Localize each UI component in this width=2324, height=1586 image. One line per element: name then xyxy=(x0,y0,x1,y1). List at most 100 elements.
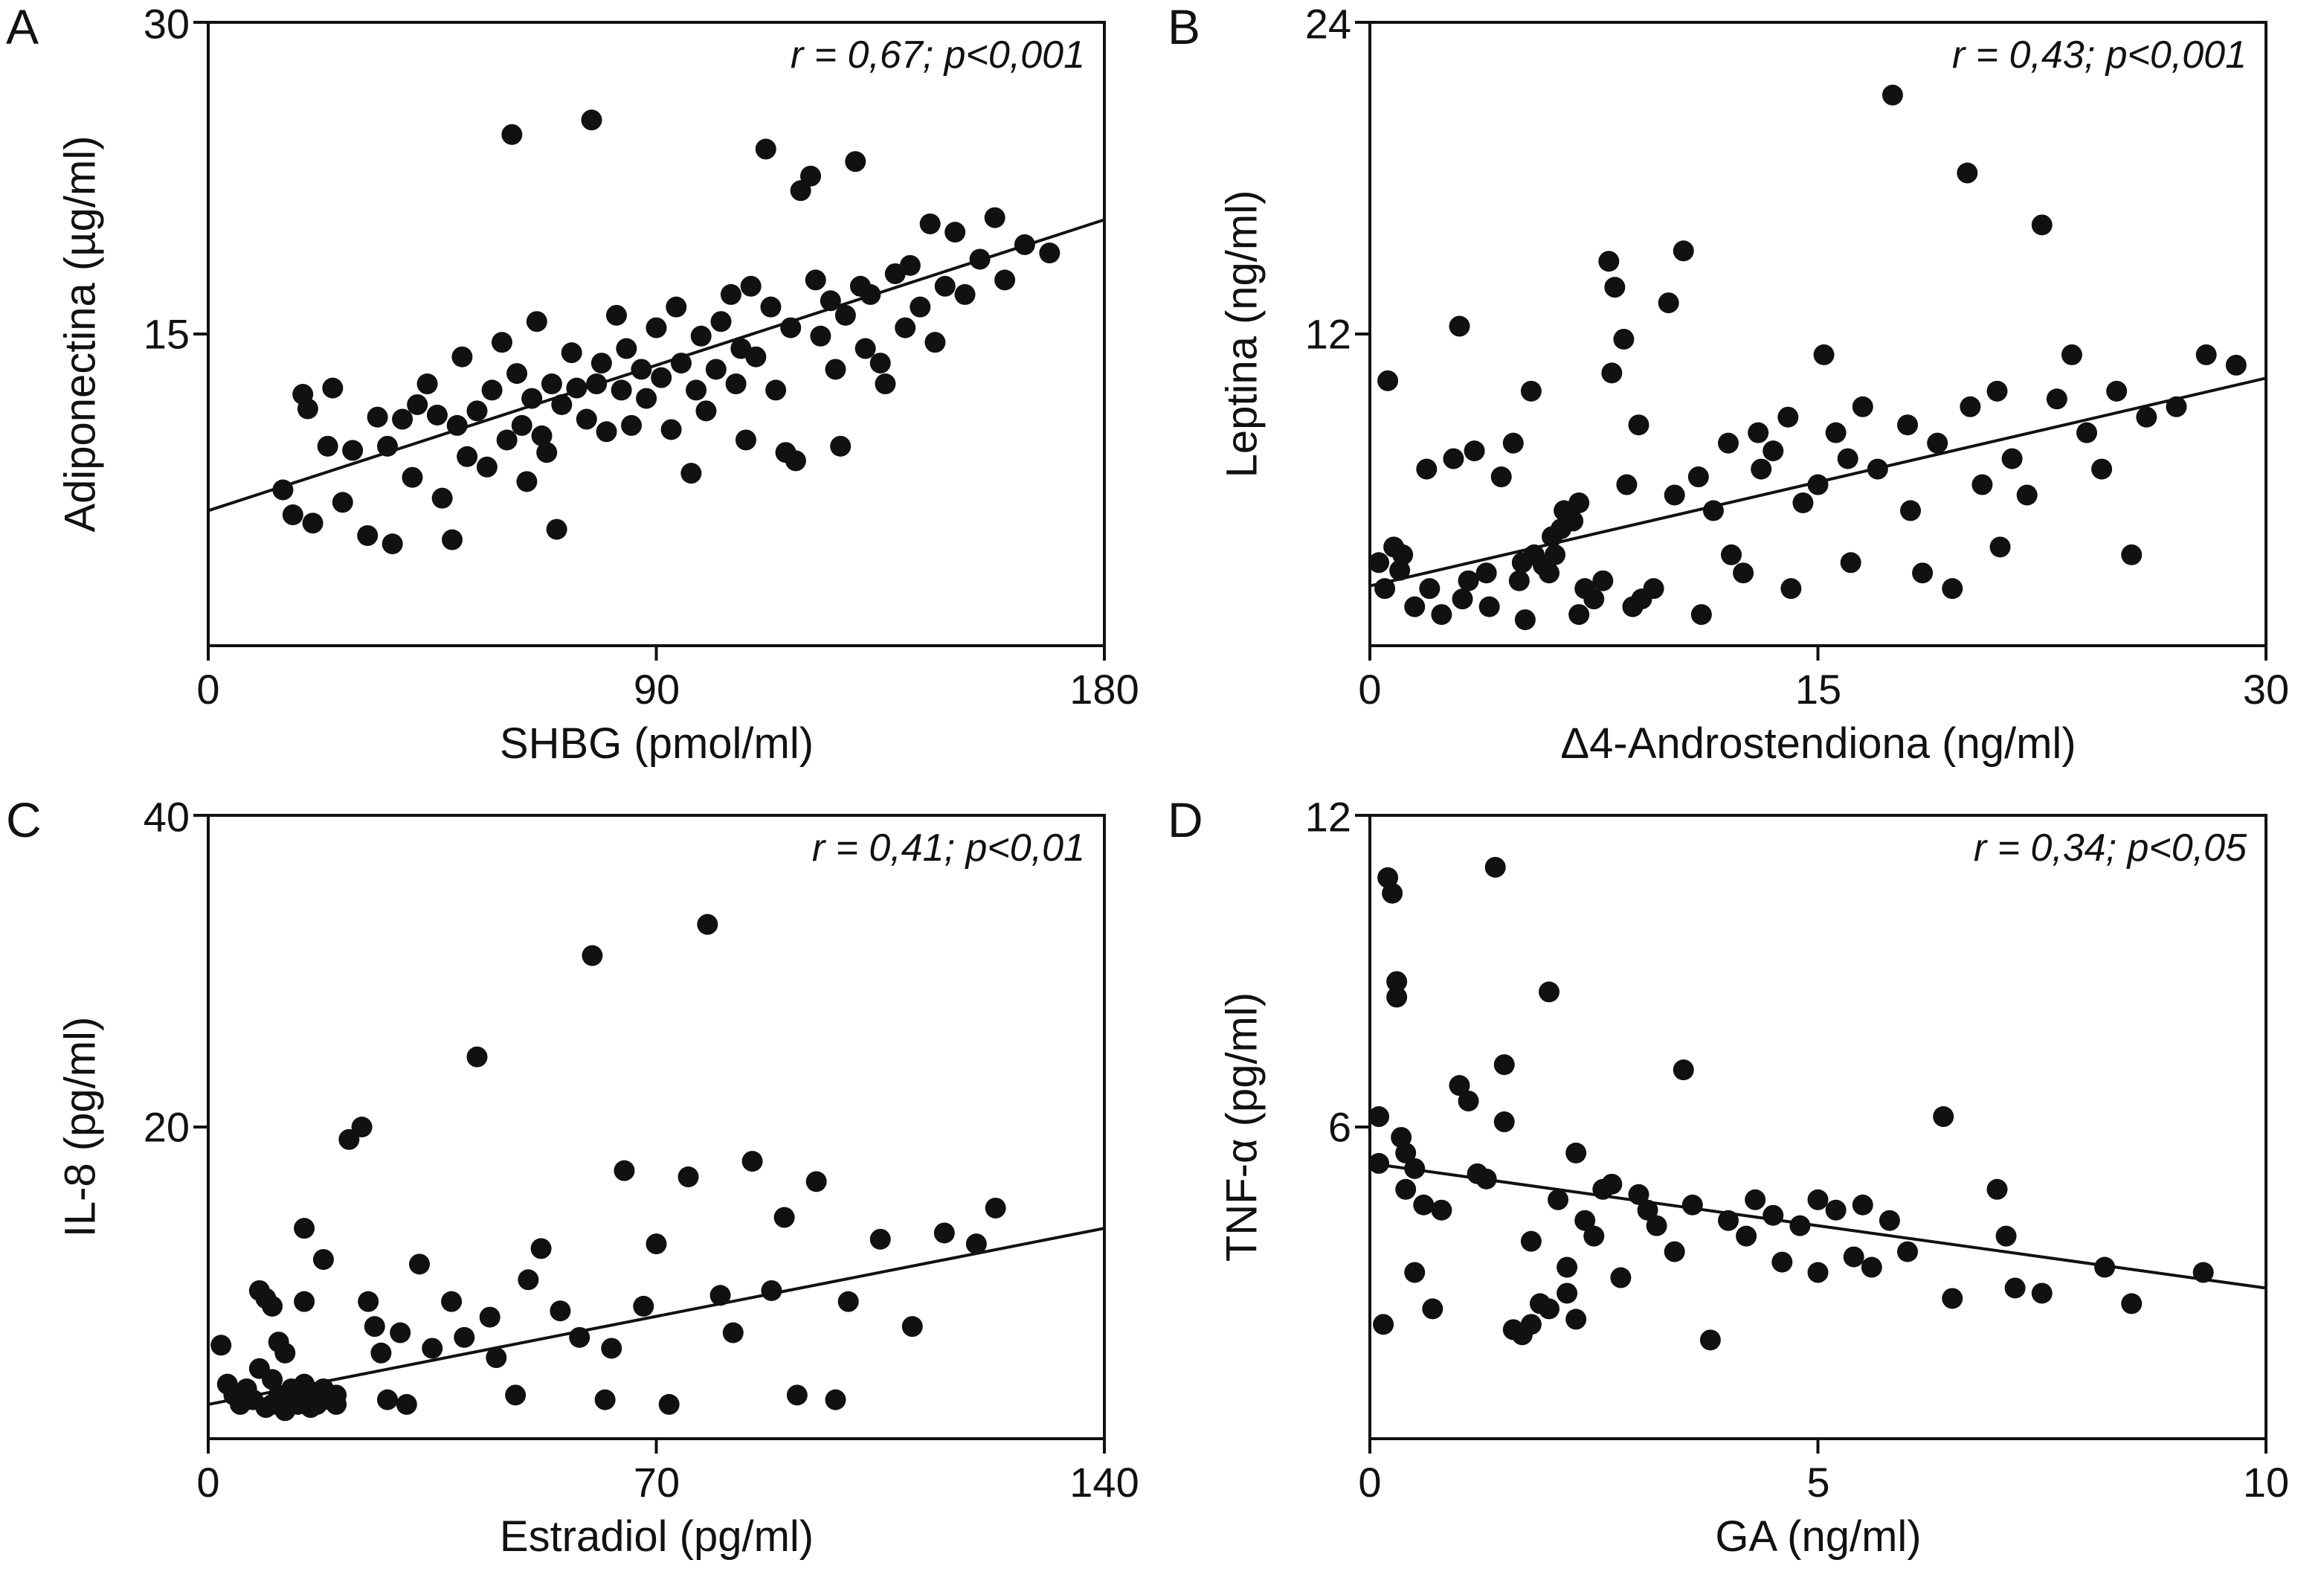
data-point xyxy=(390,1322,411,1343)
data-point xyxy=(1395,1178,1417,1200)
data-point xyxy=(1601,362,1623,384)
correlation-stats: r = 0,43; p<0,001 xyxy=(1951,33,2247,77)
data-point xyxy=(1825,1199,1847,1221)
data-point xyxy=(476,456,498,478)
x-axis-title: Δ4-Androstendiona (ng/ml) xyxy=(1560,719,2076,768)
x-tick-label-mid: 90 xyxy=(633,666,680,713)
data-point xyxy=(1807,474,1829,495)
data-point xyxy=(825,1389,846,1410)
data-point xyxy=(1368,1106,1390,1128)
data-point xyxy=(1897,414,1918,436)
data-point xyxy=(1763,440,1784,462)
data-point xyxy=(869,353,891,374)
data-point xyxy=(773,1207,795,1228)
data-point xyxy=(2001,448,2023,469)
data-point xyxy=(1721,544,1742,565)
data-point xyxy=(1673,240,1694,262)
plot-area: r = 0,67; p<0,001 xyxy=(193,21,1106,661)
data-point xyxy=(392,408,413,430)
data-point xyxy=(1557,1282,1578,1304)
data-point xyxy=(854,338,876,359)
data-point xyxy=(1986,380,2008,402)
data-point xyxy=(2061,344,2082,365)
data-point xyxy=(505,1384,527,1406)
data-point xyxy=(805,1171,827,1192)
data-point xyxy=(1792,492,1814,513)
data-point xyxy=(407,394,428,415)
data-point xyxy=(2192,1262,2214,1283)
data-point xyxy=(1664,1241,1685,1262)
data-point xyxy=(364,1316,385,1338)
data-point xyxy=(351,1117,373,1137)
data-point xyxy=(1789,1215,1811,1236)
data-point xyxy=(551,394,573,415)
data-point xyxy=(262,1369,283,1390)
data-point xyxy=(2166,396,2187,417)
data-point xyxy=(1382,882,1403,904)
data-point xyxy=(825,359,846,380)
data-point xyxy=(367,406,388,428)
data-point xyxy=(396,1393,417,1415)
data-point xyxy=(521,388,543,409)
data-point xyxy=(282,504,303,526)
x-tick-label-min: 0 xyxy=(196,666,220,713)
data-point xyxy=(2094,1256,2116,1278)
data-point xyxy=(342,440,364,461)
data-point xyxy=(582,945,603,966)
data-point xyxy=(1502,432,1524,454)
data-point xyxy=(633,1295,654,1317)
data-point xyxy=(358,1291,379,1312)
data-point xyxy=(1508,570,1530,591)
data-point xyxy=(1879,1210,1900,1231)
data-point xyxy=(790,180,811,202)
data-point xyxy=(466,400,488,422)
data-point xyxy=(442,529,463,550)
data-point xyxy=(1514,609,1536,631)
data-point xyxy=(1852,1194,1873,1216)
data-point xyxy=(1643,578,1664,600)
data-point xyxy=(466,1046,488,1068)
data-point xyxy=(1431,604,1452,626)
data-point xyxy=(409,1253,431,1275)
data-point xyxy=(1452,588,1473,610)
data-point xyxy=(1995,1225,2017,1247)
x-tick-label-max: 180 xyxy=(1069,666,1139,713)
data-point xyxy=(1687,466,1709,488)
data-point xyxy=(1867,458,1888,480)
data-point xyxy=(761,1280,782,1301)
data-point xyxy=(934,275,956,297)
data-point xyxy=(785,450,806,472)
x-tick-label-mid: 5 xyxy=(1806,1459,1830,1506)
plot-area: r = 0,41; p<0,01 xyxy=(193,814,1106,1454)
data-point xyxy=(745,346,767,367)
data-point xyxy=(1628,1184,1649,1205)
data-point xyxy=(422,1338,443,1359)
data-point xyxy=(1900,500,1922,521)
data-point xyxy=(658,1393,680,1415)
data-point xyxy=(1565,1142,1587,1163)
panel-c: C IL-8 (pg/ml) 40 20 r = 0,41; p<0,01 0 … xyxy=(0,793,1162,1586)
data-point xyxy=(1404,1158,1426,1179)
data-point xyxy=(710,311,732,333)
data-point xyxy=(530,1238,552,1259)
data-point xyxy=(457,446,478,467)
data-point xyxy=(1751,458,1772,480)
data-point xyxy=(786,1384,808,1406)
data-point xyxy=(1583,588,1605,610)
data-point xyxy=(1431,1199,1452,1221)
data-point xyxy=(566,377,588,399)
data-point xyxy=(210,1335,232,1356)
data-point xyxy=(755,138,776,160)
data-point xyxy=(454,1326,475,1348)
data-point xyxy=(357,524,379,546)
data-point xyxy=(1493,1054,1515,1076)
data-point xyxy=(1484,856,1506,878)
data-point xyxy=(740,275,762,297)
data-point xyxy=(677,1166,699,1188)
data-point xyxy=(1807,1189,1829,1210)
data-point xyxy=(860,283,881,305)
data-point xyxy=(1458,570,1479,591)
correlation-stats: r = 0,67; p<0,001 xyxy=(790,33,1085,77)
data-point xyxy=(1539,1298,1559,1320)
x-tick-label-max: 30 xyxy=(2242,666,2290,713)
